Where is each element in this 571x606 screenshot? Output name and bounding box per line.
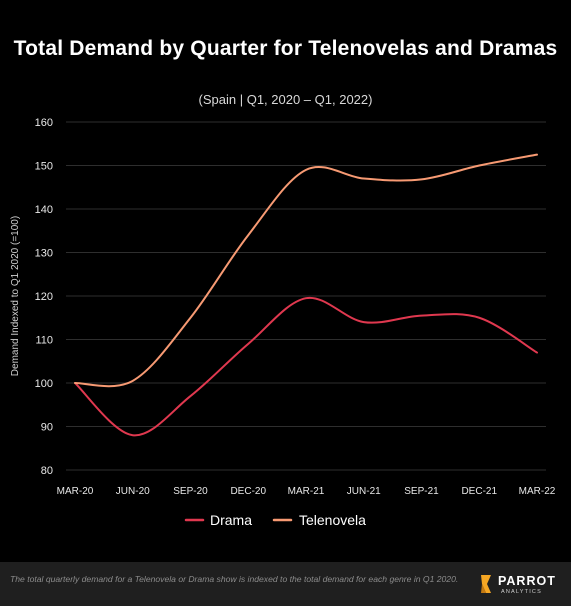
legend-label-drama: Drama	[210, 512, 252, 528]
logo-subtitle: ANALYTICS	[501, 589, 542, 595]
parrot-analytics-logo: PARROT ANALYTICS	[478, 572, 564, 598]
y-tick-label: 140	[35, 204, 53, 216]
y-tick-label: 100	[35, 378, 53, 390]
legend-label-telenovela: Telenovela	[299, 512, 366, 528]
chart-title: Total Demand by Quarter for Telenovelas …	[13, 37, 558, 60]
footer: The total quarterly demand for a Telenov…	[0, 562, 571, 606]
x-tick-label: SEP-20	[173, 486, 208, 497]
y-tick-label: 90	[41, 422, 53, 434]
y-tick-label: 130	[35, 248, 53, 260]
x-tick-label: MAR-21	[288, 486, 325, 497]
x-tick-label: DEC-20	[230, 486, 266, 497]
chart-subtitle: (Spain | Q1, 2020 – Q1, 2022)	[198, 92, 373, 107]
x-tick-label: DEC-21	[461, 486, 497, 497]
line-chart: 80 90 100 110 120 130 140 150 160 MAR-20 JUN-20 SEP…	[10, 117, 556, 528]
series-line-telenovela	[74, 153, 538, 388]
parrot-logo-icon	[481, 575, 491, 593]
y-tick-label: 120	[35, 291, 53, 303]
logo-name: PARROT	[498, 574, 556, 588]
x-tick-label: JUN-21	[347, 486, 381, 497]
x-tick-label: MAR-22	[519, 486, 556, 497]
footer-note: The total quarterly demand for a Telenov…	[10, 574, 459, 584]
series-line-drama	[74, 296, 538, 437]
y-tick-label: 110	[35, 335, 53, 347]
x-tick-label: MAR-20	[57, 486, 94, 497]
x-tick-label: JUN-20	[116, 486, 150, 497]
y-tick-label: 160	[35, 117, 53, 129]
y-tick-label: 80	[41, 465, 53, 477]
y-tick-label: 150	[35, 161, 53, 173]
y-axis-label: Demand Indexed to Q1 2020 (=100)	[10, 216, 21, 376]
x-tick-label: SEP-21	[404, 486, 439, 497]
